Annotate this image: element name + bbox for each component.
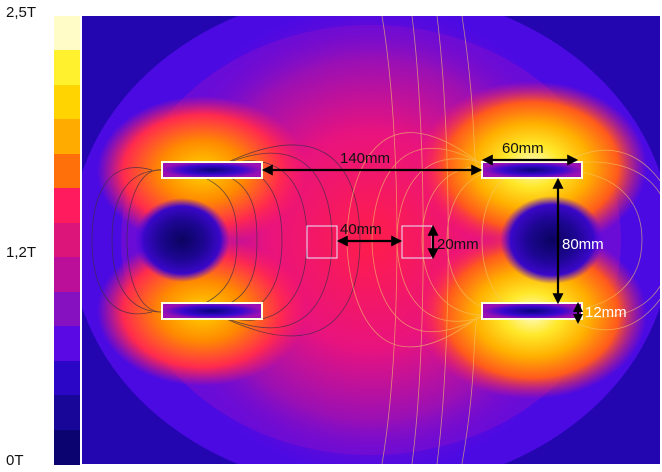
color-scale-segment: [54, 16, 80, 52]
field-map: 140mm 60mm 40mm 20mm 80mm 12mm: [82, 16, 660, 464]
color-scale-segment: [54, 395, 80, 431]
magnet-top-left: [161, 161, 263, 179]
color-scale-segment: [54, 429, 80, 465]
color-scale-segment: [54, 188, 80, 224]
color-scale-segment: [54, 291, 80, 327]
label-20mm: 20mm: [437, 236, 479, 253]
color-scale-segment: [54, 50, 80, 86]
color-scale-segment: [54, 222, 80, 258]
label-40mm: 40mm: [340, 221, 382, 238]
label-80mm: 80mm: [562, 236, 604, 253]
scale-mid-label: 1,2T: [6, 244, 37, 261]
low-field-left: [134, 198, 230, 282]
label-12mm: 12mm: [585, 304, 627, 321]
color-scale-segment: [54, 360, 80, 396]
label-60mm: 60mm: [502, 140, 544, 157]
label-140mm: 140mm: [340, 150, 390, 167]
low-field-right: [500, 196, 604, 284]
magnet-bottom-left: [161, 302, 263, 320]
color-scale-segment: [54, 153, 80, 189]
color-scale-segment: [54, 84, 80, 120]
color-scale-bar: [54, 16, 80, 465]
color-scale-segment: [54, 326, 80, 362]
magnet-bottom-right: [481, 302, 583, 320]
magnet-top-right: [481, 161, 583, 179]
scale-min-label: 0T: [6, 452, 24, 469]
scale-max-label: 2,5T: [6, 4, 37, 21]
color-scale-segment: [54, 257, 80, 293]
color-scale-segment: [54, 119, 80, 155]
